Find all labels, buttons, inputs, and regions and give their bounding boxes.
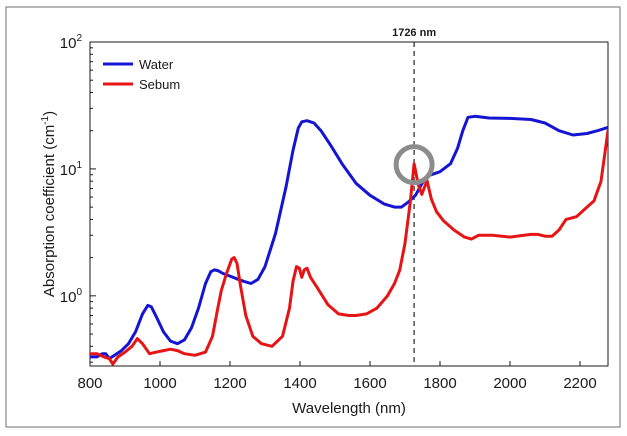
legend: Water Sebum — [103, 57, 180, 92]
x-tick-label: 2200 — [563, 375, 596, 392]
x-tick-label: 1400 — [283, 375, 316, 392]
y-axis-title-exponent: -1 — [40, 115, 51, 124]
y-tick-label: 100 — [60, 287, 83, 306]
series-water-line — [90, 114, 608, 361]
y-axis-title: Absorption coefficient (cm-1) — [40, 111, 58, 297]
plot-area — [89, 41, 609, 367]
peak-marker-circle — [393, 144, 435, 186]
annotation-label: 1726 nm — [392, 27, 436, 39]
y-tick-label: 102 — [60, 33, 83, 52]
x-tick-label: 2000 — [493, 375, 526, 392]
x-tick-label: 1200 — [213, 375, 246, 392]
x-tick-label: 1000 — [143, 375, 176, 392]
y-axis-title-main: Absorption coefficient (cm — [41, 125, 58, 297]
legend-label-sebum: Sebum — [139, 77, 180, 92]
x-tick-label: 1600 — [353, 375, 386, 392]
x-tick-label: 1800 — [423, 375, 456, 392]
x-tick-label: 800 — [77, 375, 102, 392]
x-axis-ticks: 800 1000 1200 1400 1600 1800 2000 2200 — [77, 361, 597, 392]
series-sebum-line — [90, 129, 608, 366]
x-axis-title: Wavelength (nm) — [292, 400, 406, 417]
y-axis-title-close: ) — [41, 111, 58, 116]
outer-frame — [5, 6, 621, 428]
legend-label-water: Water — [139, 57, 174, 72]
y-tick-label: 101 — [60, 160, 83, 179]
y-axis-ticks: 100 101 102 — [60, 33, 96, 363]
